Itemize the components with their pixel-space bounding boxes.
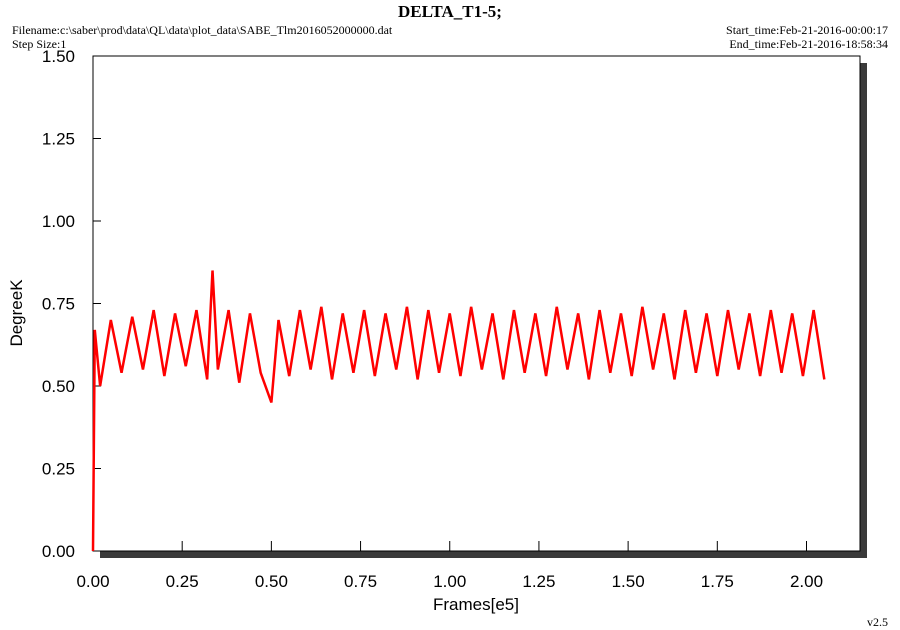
y-tick-label: 1.25 xyxy=(42,130,75,149)
plot-area xyxy=(92,55,861,552)
y-tick-label: 0.25 xyxy=(42,460,75,479)
x-tick-label: 0.00 xyxy=(76,572,109,591)
x-tick-label: 1.25 xyxy=(522,572,555,591)
x-tick-label: 1.75 xyxy=(701,572,734,591)
x-tick-label: 1.50 xyxy=(612,572,645,591)
x-tick-label: 1.00 xyxy=(433,572,466,591)
x-tick-label: 0.25 xyxy=(166,572,199,591)
x-tick-label: 0.50 xyxy=(255,572,288,591)
y-tick-label: 1.00 xyxy=(42,212,75,231)
end-time: End_time:Feb-21-2016-18:58:34 xyxy=(729,37,888,51)
x-tick-label: 0.75 xyxy=(344,572,377,591)
filename: Filename:c:\saber\prod\data\QL\data\plot… xyxy=(12,23,393,37)
step-size: Step Size:1 xyxy=(12,37,66,51)
data-line xyxy=(91,270,826,552)
y-axis-label: DegreeK xyxy=(7,279,26,347)
x-axis-label: Frames[e5] xyxy=(433,595,519,614)
start-time: Start_time:Feb-21-2016-00:00:17 xyxy=(726,23,888,37)
y-tick-label: 0.75 xyxy=(42,295,75,314)
y-tick-label: 0.00 xyxy=(42,542,75,561)
y-tick-label: 1.50 xyxy=(42,47,75,66)
chart-title: DELTA_T1-5; xyxy=(398,2,502,21)
x-tick-label: 2.00 xyxy=(790,572,823,591)
version: v2.5 xyxy=(867,615,888,629)
y-tick-label: 0.50 xyxy=(42,377,75,396)
